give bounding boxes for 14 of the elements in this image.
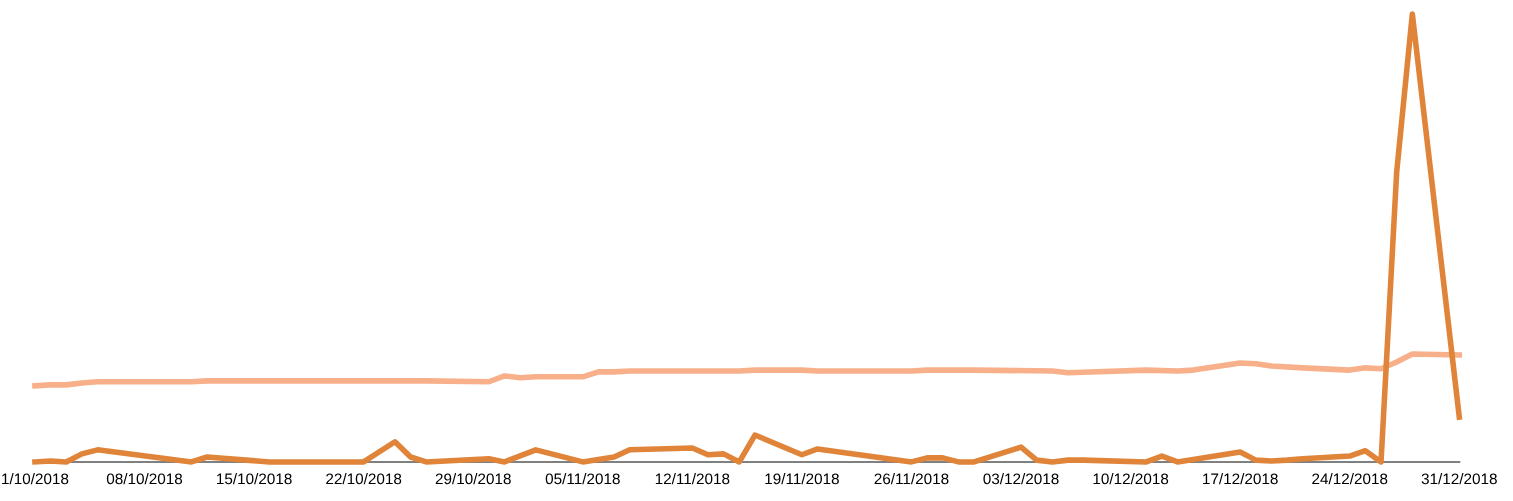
x-tick-label: 19/11/2018 (765, 473, 839, 485)
x-tick-label: 17/12/2018 (1203, 473, 1278, 485)
x-tick-label: 24/12/2018 (1312, 473, 1388, 485)
x-tick-label: 29/10/2018 (435, 473, 511, 485)
x-tick-label: 03/12/2018 (983, 473, 1059, 485)
x-tick-label: 31/12/2018 (1421, 473, 1497, 485)
x-tick-label: 12/11/2018 (655, 473, 730, 485)
x-tick-label: 10/12/2018 (1093, 473, 1169, 485)
x-tick-label: 08/10/2018 (106, 473, 183, 485)
x-tick-label: 26/11/2018 (874, 473, 949, 485)
x-tick-label: 05/11/2018 (545, 473, 620, 485)
x-tick-label: 15/10/2018 (217, 473, 292, 485)
x-tick-label: 22/10/2018 (326, 473, 402, 485)
x-tick-label: 1/10/2018 (2, 473, 69, 485)
